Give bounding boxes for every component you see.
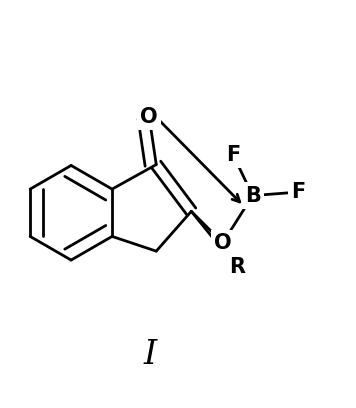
Text: F: F xyxy=(291,182,305,202)
Text: I: I xyxy=(143,339,157,371)
Text: O: O xyxy=(140,107,158,127)
Text: R: R xyxy=(229,257,245,277)
Text: O: O xyxy=(214,233,232,253)
Text: F: F xyxy=(226,145,240,165)
Text: B: B xyxy=(245,186,261,206)
